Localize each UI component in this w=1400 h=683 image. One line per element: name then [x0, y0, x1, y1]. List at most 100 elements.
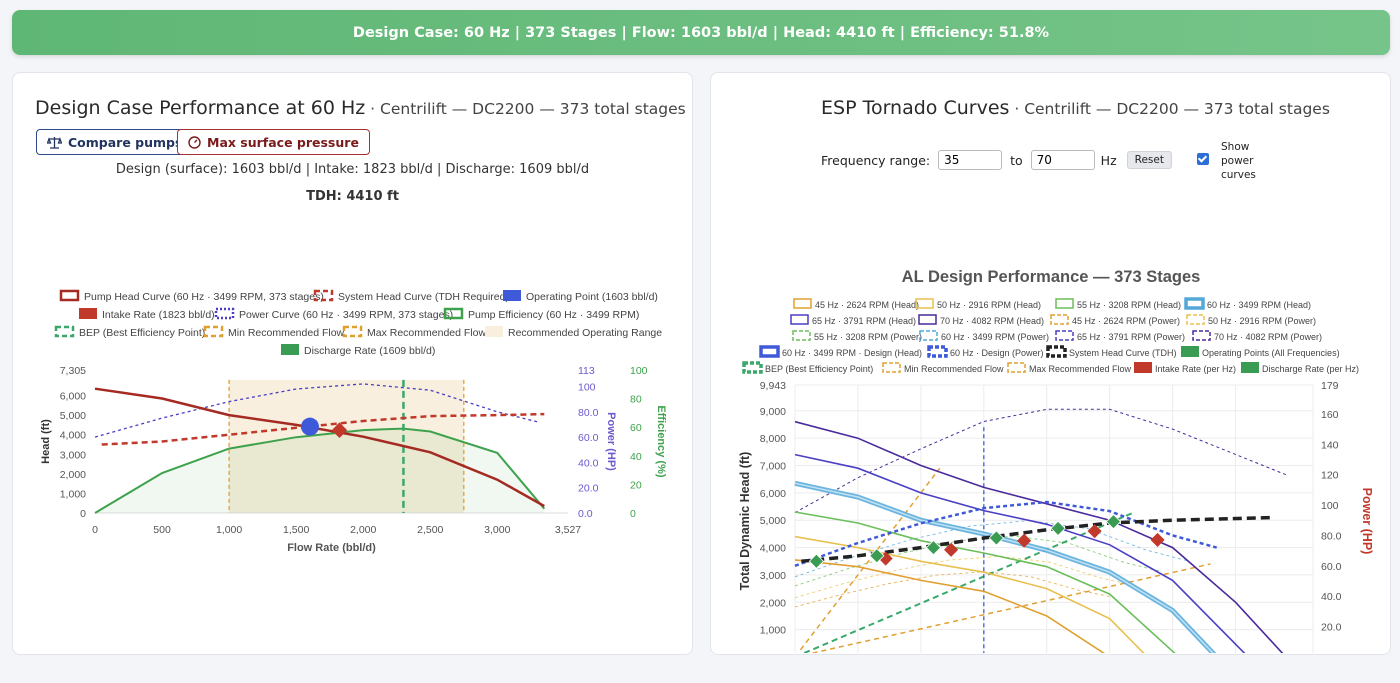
y2-tick-label: 80.0 [1321, 530, 1342, 542]
x-tick-label: 500 [153, 524, 171, 536]
y-tick-label: 1,000 [760, 625, 786, 637]
x-tick-label: 0 [92, 524, 98, 536]
head-curve-60hz-highlight [794, 482, 1214, 653]
y-axis-title: Head (ft) [40, 419, 52, 464]
legend-swatch [1134, 362, 1152, 373]
pump-head-curve [94, 387, 545, 508]
compare-pumps-button[interactable]: Compare pumps [36, 129, 194, 155]
legend-item-17: Min Recommended Flow [882, 362, 1004, 374]
legend-swatch [919, 330, 938, 341]
design-case-banner: Design Case: 60 Hz | 373 Stages | Flow: … [12, 10, 1390, 55]
y-tick-label: 0 [780, 652, 786, 653]
legend-label: Recommended Operating Range [508, 327, 662, 339]
legend-swatch [1055, 298, 1074, 309]
legend-swatch [503, 290, 521, 301]
left-title-sep: · [365, 100, 381, 118]
y3-tick-label: 60 [630, 422, 642, 434]
intake-rate-marker [1017, 533, 1032, 548]
system-head-curve [101, 412, 545, 446]
scale-icon [47, 136, 62, 149]
y3-tick-label: 0 [630, 508, 636, 520]
operating-point-marker [925, 539, 942, 556]
right-title-sep: · [1009, 100, 1025, 118]
legend-item-3: Intake Rate (1823 bbl/d) [79, 308, 215, 321]
legend-item-13: 60 Hz · Design (Power) [927, 345, 1044, 358]
legend-swatch [742, 361, 763, 374]
y-tick-label: 9,000 [760, 406, 786, 418]
legend-item-10: Discharge Rate (1609 bbl/d) [281, 344, 435, 357]
legend-swatch [1184, 297, 1205, 310]
legend-item-14: System Head Curve (TDH) [1046, 345, 1177, 358]
legend-item-5: Pump Efficiency (60 Hz · 3499 RPM) [443, 307, 639, 321]
legend-item-1: 50 Hz · 2916 RPM (Head) [915, 298, 1041, 310]
show-power-toggle[interactable]: Show power curves [1197, 140, 1265, 182]
tdh-line: TDH: 4410 ft [306, 189, 399, 204]
legend-label: Min Recommended Flow [228, 327, 345, 339]
legend-label: 65 Hz · 3791 RPM (Power) [1077, 332, 1185, 342]
y2-tick-label: 40.0 [1321, 591, 1342, 603]
legend-item-18: Max Recommended Flow [1007, 362, 1132, 374]
legend-item-20: Discharge Rate (per Hz) [1241, 362, 1359, 374]
hz-unit-label: Hz [1100, 152, 1117, 168]
legend-item-2: 55 Hz · 3208 RPM (Head) [1055, 298, 1181, 310]
right-panel-title: ESP Tornado Curves · Centrilift — DC2200… [821, 97, 1330, 119]
legend-swatch [793, 298, 812, 309]
right-title-subtitle: Centrilift — DC2200 — 373 total stages [1024, 100, 1330, 118]
x-tick-label: 2,000 [350, 524, 376, 536]
legend-swatch [1007, 362, 1026, 373]
y2-tick-label: 120 [1321, 470, 1339, 482]
left-title-subtitle: Centrilift — DC2200 — 373 total stages [380, 100, 686, 118]
right-title-main: ESP Tornado Curves [821, 97, 1010, 119]
y-tick-label: 1,000 [60, 488, 86, 500]
legend-swatch [915, 298, 934, 309]
head-curve-55hz [794, 511, 1176, 653]
y2-axis-title: Power (HP) [1360, 488, 1374, 555]
head-curve-65hz [794, 453, 1246, 653]
recommended-range-band [229, 379, 464, 513]
design-performance-chart: Pump Head Curve (60 Hz · 3499 RPM, 373 s… [40, 289, 667, 554]
freq-max-input[interactable] [1030, 150, 1095, 170]
y2-tick-label: 20.0 [578, 483, 599, 495]
y3-tick-label: 80 [630, 394, 642, 406]
legend-swatch [882, 362, 901, 373]
legend-swatch [1050, 314, 1069, 325]
power-curve-faint [794, 555, 1137, 599]
legend-label: System Head Curve (TDH) [1069, 348, 1177, 358]
show-power-checkbox[interactable] [1197, 153, 1209, 165]
legend-label: Max Recommended Flow [1029, 364, 1132, 374]
y-tick-label: 9,943 [760, 380, 786, 392]
tornado-curves-card: ESP Tornado Curves · Centrilift — DC2200… [710, 72, 1391, 655]
legend-swatch [1241, 362, 1259, 373]
legend-swatch [918, 314, 937, 325]
legend-label: BEP (Best Efficiency Point) [79, 327, 205, 339]
design-info-line: Design (surface): 1603 bbl/d | Intake: 1… [115, 162, 590, 177]
compare-pumps-label: Compare pumps [68, 134, 183, 150]
legend-item-2: Operating Point (1603 bbl/d) [503, 290, 658, 303]
legend-label: 45 Hz · 2624 RPM (Power) [1072, 316, 1180, 326]
legend-label: 60 Hz · Design (Power) [950, 348, 1044, 358]
legend-swatch [313, 289, 334, 302]
head-curve-45hz [794, 559, 1106, 653]
y-tick-label: 2,000 [760, 597, 786, 609]
legend-swatch [281, 344, 299, 355]
legend-item-1: System Head Curve (TDH Required) [313, 289, 509, 303]
legend-swatch [203, 325, 224, 338]
y3-tick-label: 20 [630, 479, 642, 491]
legend-swatch [1055, 330, 1074, 341]
legend-label: 60 Hz · 3499 RPM (Power) [941, 332, 1049, 342]
reset-button[interactable]: Reset [1126, 151, 1172, 169]
legend-item-10: 65 Hz · 3791 RPM (Power) [1055, 330, 1185, 342]
legend-label: 70 Hz · 4082 RPM (Power) [1214, 332, 1322, 342]
legend-label: 60 Hz · 3499 RPM (Head) [1207, 300, 1311, 310]
legend-swatch [759, 345, 780, 358]
y2-tick-label: 20.0 [1321, 622, 1342, 634]
operating-point-marker [869, 548, 885, 564]
freq-min-input[interactable] [938, 150, 1003, 170]
design-power-curve [794, 500, 1218, 567]
y2-tick-label: 80.0 [578, 407, 599, 419]
y2-axis-title: Power (HP) [605, 412, 617, 471]
operating-point-marker [300, 417, 319, 436]
chart-title: AL Design Performance — 373 Stages [902, 268, 1201, 286]
max-surface-pressure-button[interactable]: Max surface pressure [177, 129, 370, 155]
legend-item-9: Recommended Operating Range [485, 326, 662, 339]
